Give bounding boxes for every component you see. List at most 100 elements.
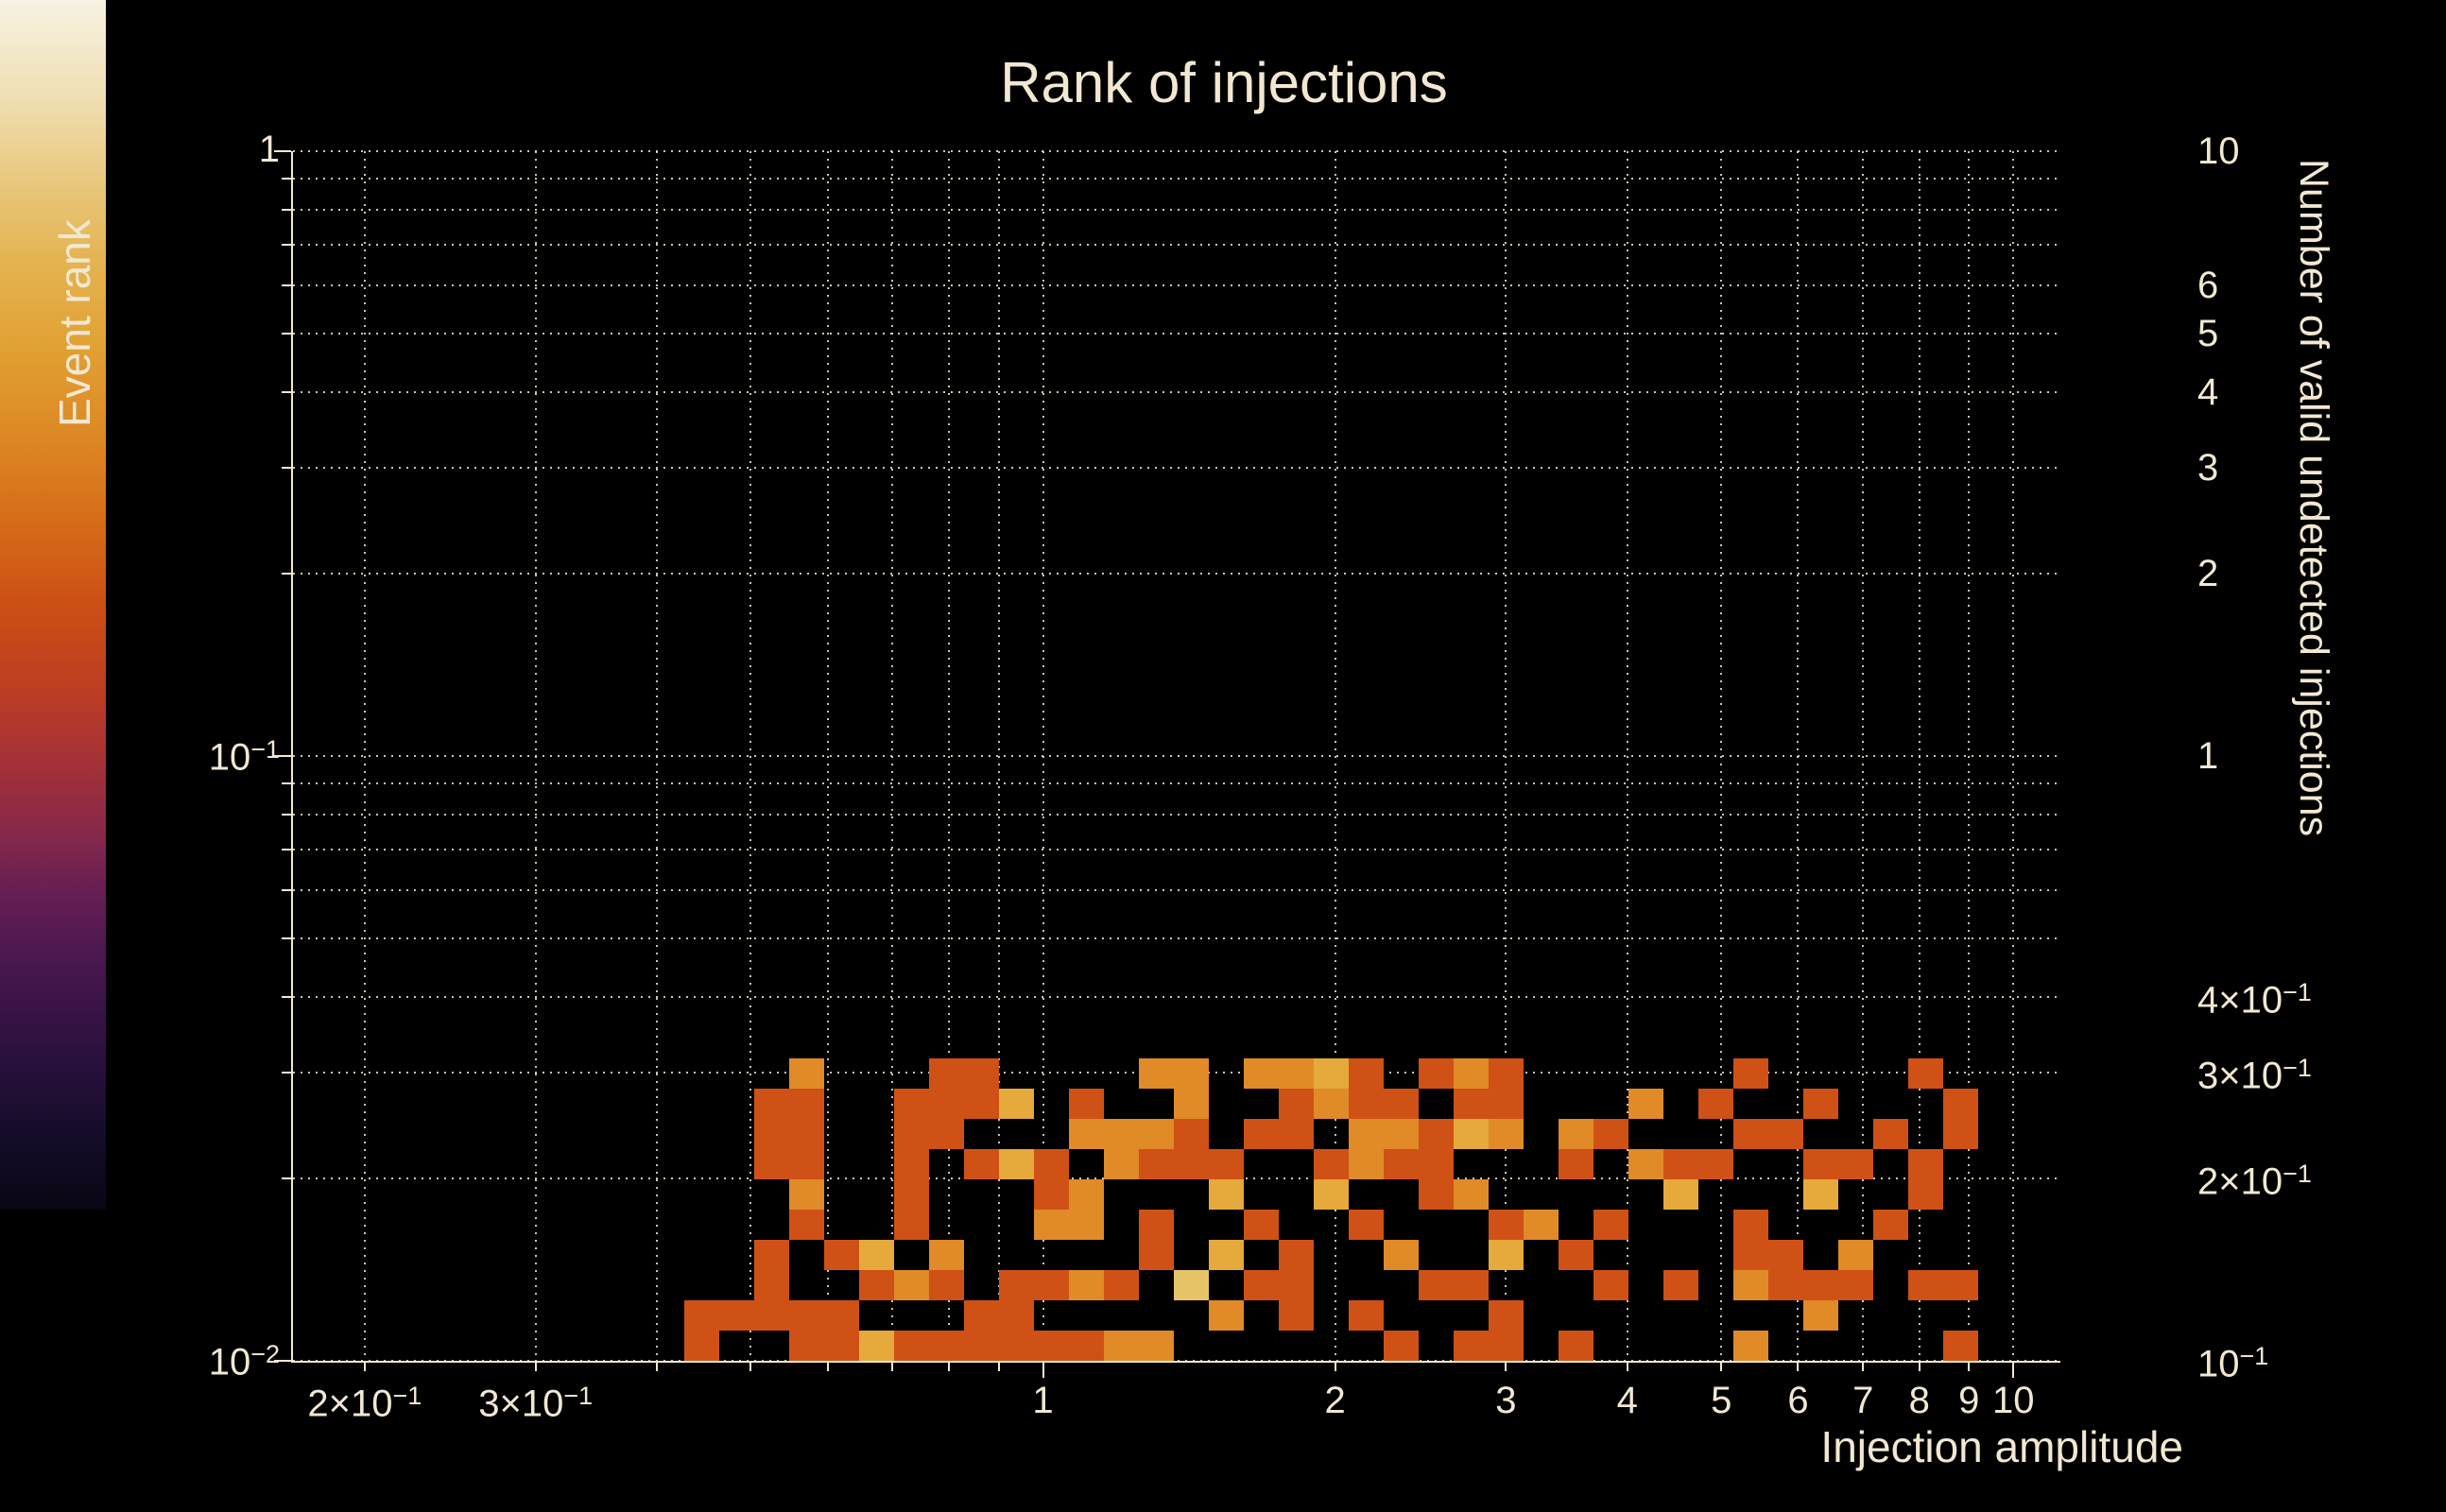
x-axis-tick-label: 5 bbox=[1711, 1382, 1731, 1419]
heatmap-cell bbox=[1069, 1331, 1104, 1361]
heatmap-cell bbox=[1314, 1058, 1349, 1089]
colorbar-minor-tick bbox=[2146, 390, 2177, 393]
colorbar-minor-tick bbox=[2146, 888, 2177, 891]
x-axis-tick-label-text: 6 bbox=[1787, 1380, 1809, 1421]
heatmap-cell bbox=[754, 1240, 789, 1270]
colorbar-minor-tick bbox=[2146, 209, 2177, 212]
colorbar-tick-label: 4×10−1 bbox=[2197, 978, 2312, 1019]
x-gridline bbox=[1720, 151, 1723, 1361]
heatmap-cell bbox=[1559, 1119, 1593, 1149]
y-axis-tick bbox=[274, 755, 291, 757]
colorbar-minor-tick bbox=[2146, 814, 2177, 816]
x-gridline bbox=[997, 151, 1000, 1361]
heatmap-cell bbox=[1384, 1119, 1419, 1149]
heatmap-cell bbox=[1489, 1119, 1524, 1149]
heatmap-cell bbox=[929, 1270, 964, 1300]
heatmap-cell bbox=[1593, 1119, 1628, 1149]
heatmap-cell bbox=[1803, 1270, 1838, 1300]
heatmap-cell bbox=[1803, 1179, 1838, 1210]
heatmap-cell bbox=[1279, 1058, 1314, 1089]
heatmap-cell bbox=[859, 1331, 894, 1361]
heatmap-cell bbox=[1733, 1119, 1768, 1149]
y-axis-tick bbox=[274, 150, 291, 152]
heatmap-cell bbox=[1244, 1210, 1279, 1240]
x-axis-tick-label: 2 bbox=[1324, 1382, 1345, 1419]
y-axis-tick bbox=[282, 849, 291, 851]
heatmap-cell bbox=[1768, 1270, 1803, 1300]
x-gridline bbox=[2012, 151, 2015, 1361]
y-axis-tick bbox=[282, 888, 291, 891]
heatmap-cell bbox=[894, 1179, 929, 1210]
x-axis-tick bbox=[1968, 1361, 1971, 1371]
heatmap-cell bbox=[929, 1058, 964, 1089]
x-gridline bbox=[749, 151, 752, 1361]
colorbar-tick-label-text: 5 bbox=[2197, 312, 2219, 354]
heatmap-cell bbox=[1104, 1119, 1139, 1149]
heatmap-cell bbox=[1384, 1331, 1419, 1361]
x-axis-tick-label: 7 bbox=[1852, 1382, 1873, 1419]
x-axis-tick-label: 4 bbox=[1617, 1382, 1638, 1419]
x-gridline bbox=[891, 151, 894, 1361]
heatmap-cell bbox=[894, 1119, 929, 1149]
heatmap-cell bbox=[1489, 1089, 1524, 1119]
heatmap-cell bbox=[929, 1119, 964, 1149]
heatmap-cell bbox=[1489, 1300, 1524, 1331]
colorbar-tick-label: 10−1 bbox=[2197, 1342, 2268, 1383]
heatmap-cell bbox=[1838, 1270, 1873, 1300]
heatmap-cell bbox=[789, 1089, 824, 1119]
x-axis-tick bbox=[749, 1361, 752, 1371]
heatmap-cell bbox=[789, 1149, 824, 1179]
x-axis-line bbox=[291, 1361, 2060, 1363]
heatmap-cell bbox=[1104, 1270, 1139, 1300]
x-gridline bbox=[1968, 151, 1971, 1361]
colorbar-tick-label-text: 2×10 bbox=[2197, 1160, 2283, 1203]
heatmap-cell bbox=[1209, 1240, 1244, 1270]
colorbar-tick-label: 3×10−1 bbox=[2197, 1054, 2312, 1094]
heatmap-cell bbox=[1698, 1089, 1733, 1119]
colorbar-tick-label-text: 3 bbox=[2197, 446, 2219, 489]
heatmap-cell bbox=[1139, 1240, 1174, 1270]
heatmap-cell bbox=[1873, 1210, 1908, 1240]
heatmap-cell bbox=[894, 1331, 929, 1361]
x-axis-tick-label-text: 2 bbox=[1324, 1380, 1346, 1421]
y-gridline bbox=[293, 150, 2060, 152]
y-axis-tick bbox=[282, 284, 291, 286]
x-gridline bbox=[826, 151, 829, 1361]
heatmap-cell bbox=[1908, 1270, 1943, 1300]
heatmap-cell bbox=[824, 1300, 859, 1331]
heatmap-cell bbox=[1733, 1331, 1768, 1361]
heatmap-cell bbox=[1419, 1149, 1454, 1179]
chart-title: Rank of injections bbox=[1000, 51, 1448, 114]
heatmap-cell bbox=[929, 1089, 964, 1119]
heatmap-cell bbox=[1628, 1089, 1663, 1119]
x-gridline bbox=[948, 151, 951, 1361]
heatmap-cell bbox=[1489, 1240, 1524, 1270]
x-axis-tick-label: 6 bbox=[1787, 1382, 1808, 1419]
heatmap-cell bbox=[1349, 1300, 1384, 1331]
heatmap-cell bbox=[1593, 1210, 1628, 1240]
heatmap-cell bbox=[1384, 1149, 1419, 1179]
x-axis-tick-label-text: 8 bbox=[1908, 1380, 1930, 1421]
colorbar-minor-tick bbox=[2146, 284, 2177, 286]
heatmap-cell bbox=[789, 1331, 824, 1361]
x-axis-tick-label-exponent: −1 bbox=[392, 1382, 422, 1410]
x-axis-tick-label: 1 bbox=[1032, 1382, 1053, 1419]
x-gridline bbox=[1334, 151, 1336, 1361]
heatmap-cell bbox=[1943, 1089, 1978, 1119]
y-gridline bbox=[293, 936, 2060, 939]
x-gridline bbox=[1918, 151, 1921, 1361]
heatmap-cell bbox=[1663, 1179, 1698, 1210]
x-axis-tick-label-text: 3 bbox=[1495, 1380, 1517, 1421]
heatmap-cell bbox=[1069, 1270, 1104, 1300]
colorbar-tick-label-exponent: −1 bbox=[2282, 1160, 2312, 1189]
colorbar-minor-tick bbox=[2146, 573, 2177, 576]
heatmap-cell bbox=[1069, 1089, 1104, 1119]
heatmap-cell bbox=[1174, 1149, 1209, 1179]
heatmap-cell bbox=[894, 1270, 929, 1300]
heatmap-cell bbox=[929, 1331, 964, 1361]
x-axis-tick bbox=[655, 1361, 658, 1371]
heatmap-cell bbox=[894, 1210, 929, 1240]
x-axis-tick bbox=[2012, 1361, 2015, 1378]
x-axis-tick bbox=[1505, 1361, 1507, 1371]
heatmap-cell bbox=[1908, 1058, 1943, 1089]
